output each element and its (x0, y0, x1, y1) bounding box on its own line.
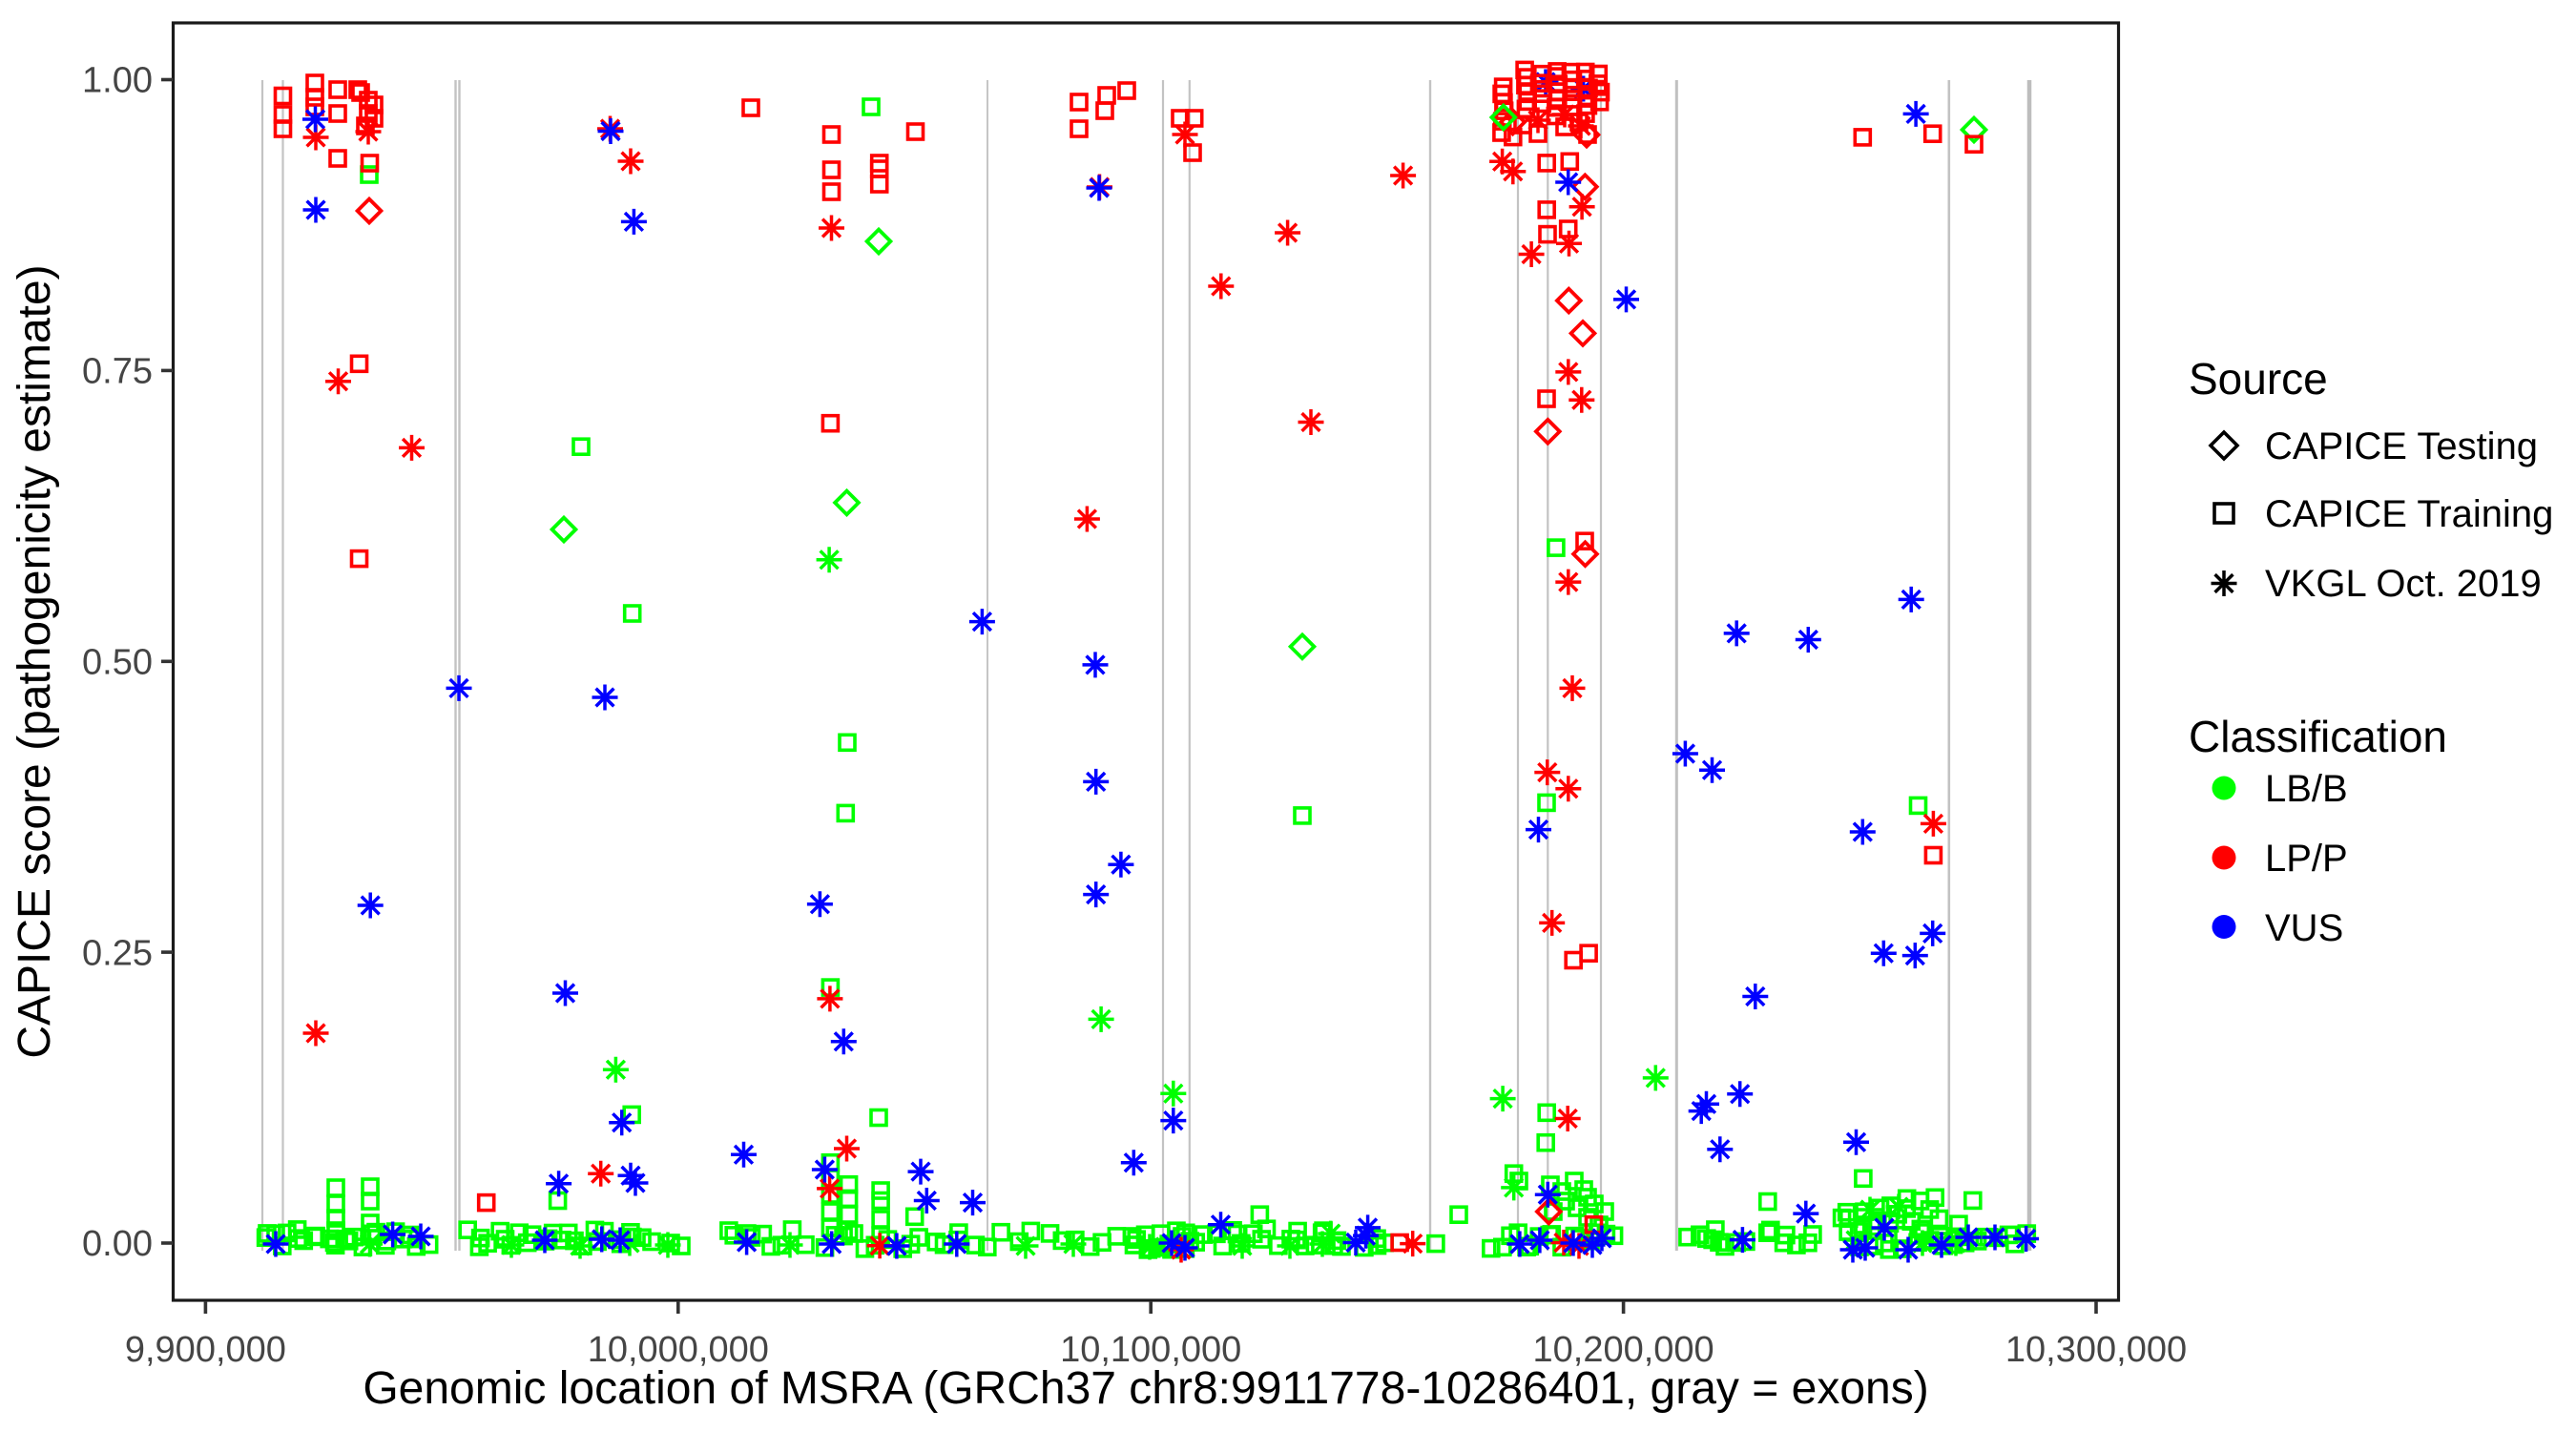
svg-text:Genomic location of MSRA (GRCh: Genomic location of MSRA (GRCh37 chr8:99… (363, 1363, 1928, 1414)
svg-text:0.25: 0.25 (82, 933, 153, 973)
svg-text:LB/B: LB/B (2265, 768, 2348, 810)
svg-text:1.00: 1.00 (82, 61, 153, 101)
svg-text:VUS: VUS (2265, 907, 2343, 949)
svg-text:VKGL Oct. 2019: VKGL Oct. 2019 (2265, 563, 2542, 605)
svg-text:10,300,000: 10,300,000 (2005, 1330, 2187, 1370)
svg-text:CAPICE Training: CAPICE Training (2265, 493, 2553, 535)
svg-text:0.50: 0.50 (82, 643, 153, 683)
svg-text:0.00: 0.00 (82, 1224, 153, 1264)
svg-text:Source: Source (2189, 354, 2328, 404)
svg-text:0.75: 0.75 (82, 352, 153, 392)
svg-text:LP/P: LP/P (2265, 838, 2348, 880)
svg-text:CAPICE Testing: CAPICE Testing (2265, 425, 2538, 467)
svg-text:10,200,000: 10,200,000 (1533, 1330, 1714, 1370)
svg-text:9,900,000: 9,900,000 (125, 1330, 286, 1370)
svg-text:Classification: Classification (2189, 712, 2447, 761)
svg-text:10,000,000: 10,000,000 (588, 1330, 769, 1370)
svg-text:CAPICE score (pathogenicity es: CAPICE score (pathogenicity estimate) (10, 264, 60, 1058)
svg-text:10,100,000: 10,100,000 (1060, 1330, 1241, 1370)
